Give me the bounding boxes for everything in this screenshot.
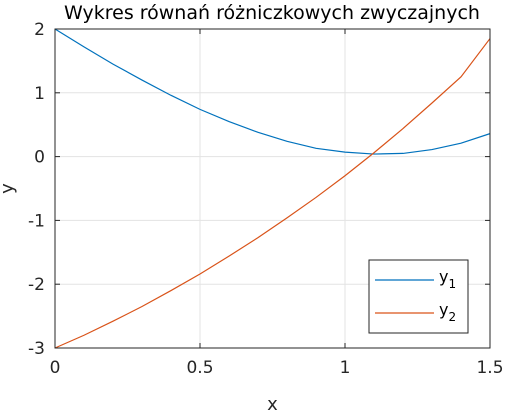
x-tick-label: 1 [340,358,351,378]
legend-box [368,259,469,334]
y-tick-label: 0 [34,148,45,168]
chart-title: Wykres równań różniczkowych zwyczajnych [64,2,480,24]
y-axis-label: y [0,183,18,194]
x-tick-label: 0.5 [186,358,213,378]
y-tick-label: 1 [34,84,45,104]
x-tick-label: 0 [50,358,61,378]
tick-layer: 0 0.5 1 1.5 -3 -2 -1 0 1 2 [28,20,503,378]
plot-frame [54,28,491,349]
series-layer [54,28,491,349]
y-tick-label: -1 [28,211,45,231]
y-tick-label: -2 [28,275,45,295]
x-axis-label: x [267,394,278,412]
series-line-y2 [54,38,491,349]
x-tick-label: 1.5 [476,358,503,378]
y-tick-label: -3 [28,339,45,359]
y-tick-label: 2 [34,20,45,40]
series-line-y1 [54,28,491,155]
